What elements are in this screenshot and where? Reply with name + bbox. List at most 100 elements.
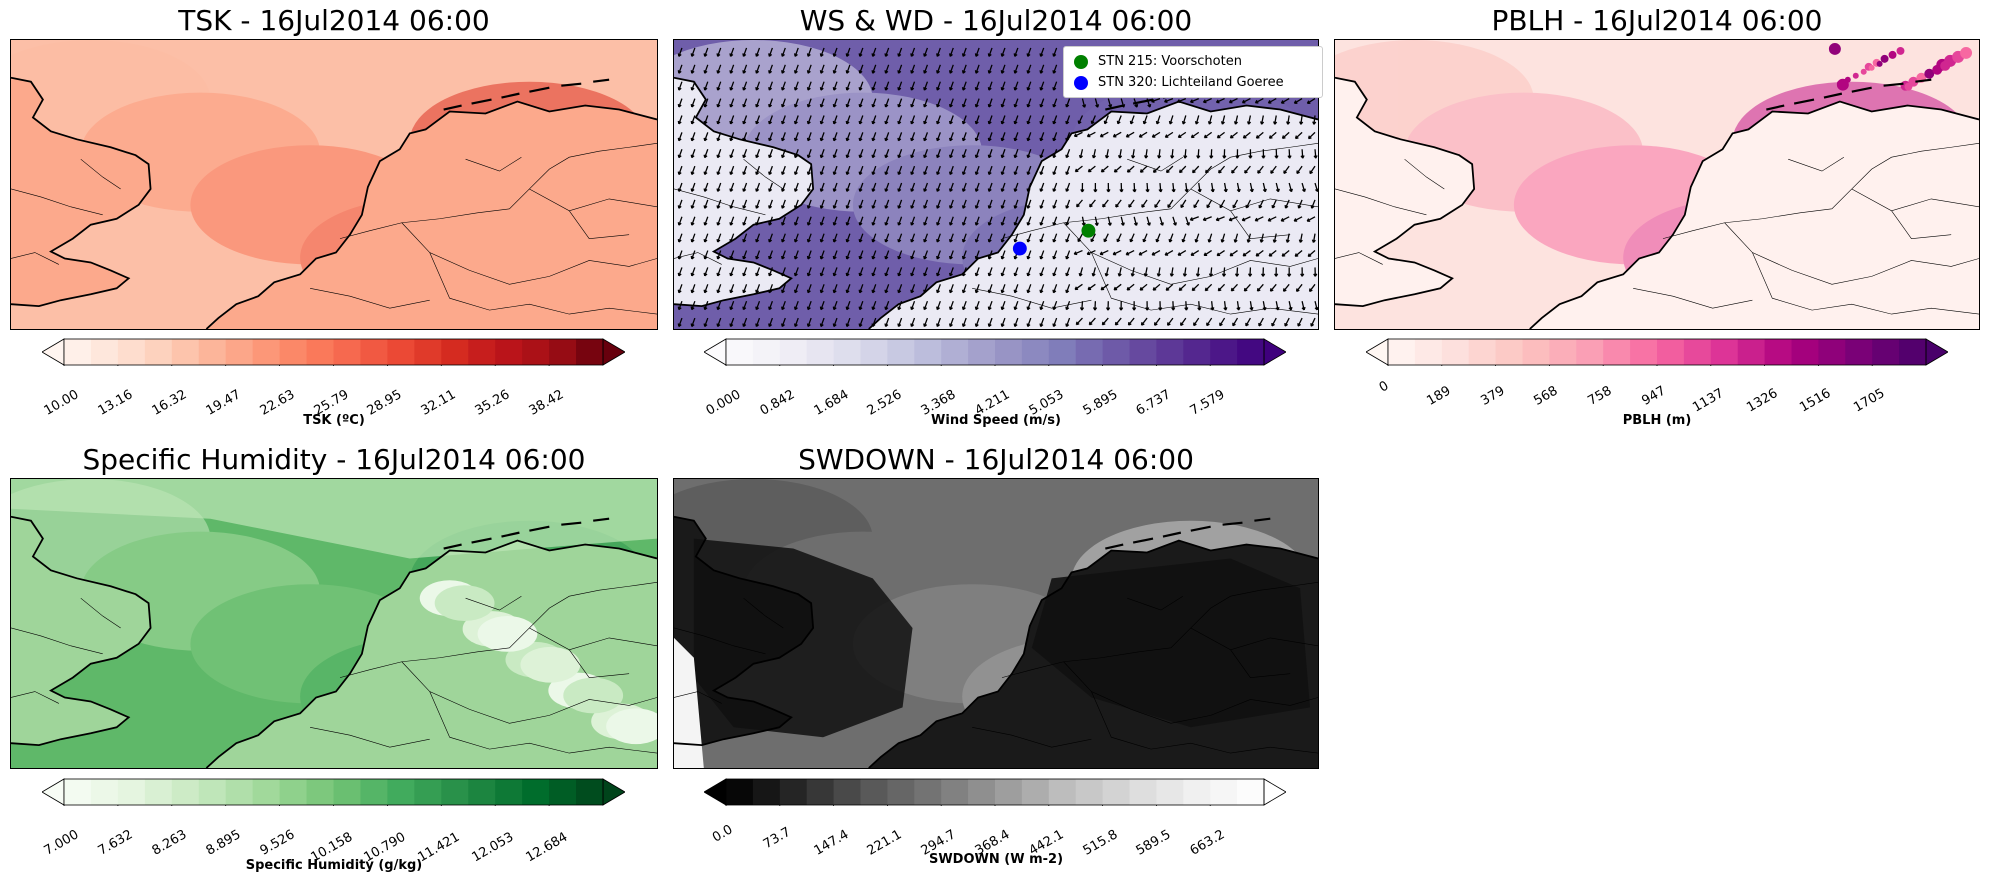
wind-arrow: [1052, 300, 1058, 310]
wind-arrow-head: [1065, 323, 1070, 327]
wind-arrow-head: [1299, 121, 1304, 125]
wind-arrow-head: [936, 289, 941, 294]
wind-arrow: [1127, 165, 1135, 173]
wind-arrow: [807, 233, 812, 243]
wind-arrow: [923, 115, 929, 125]
wind-arrow-head: [1141, 204, 1145, 208]
wind-arrow-head: [1310, 323, 1315, 327]
wind-arrow: [1027, 233, 1032, 243]
wind-arrow: [1241, 216, 1251, 222]
wind-arrow: [1203, 98, 1212, 103]
wind-arrow-head: [1091, 273, 1096, 277]
wind-arrow: [1091, 115, 1096, 124]
wind-arrow-head: [1261, 273, 1266, 277]
wind-arrow: [717, 98, 722, 108]
wind-arrow-head: [936, 323, 941, 327]
wind-arrow: [1107, 98, 1112, 108]
wind-arrow: [885, 132, 890, 141]
wind-arrow-head: [1220, 121, 1225, 125]
wind-arrow-head: [1202, 217, 1207, 222]
wind-arrow-head: [1000, 103, 1005, 108]
wind-arrow-head: [729, 306, 734, 311]
wind-arrow-head: [1117, 155, 1123, 159]
wind-arrow: [936, 267, 941, 277]
wind-arrow: [910, 165, 916, 175]
wind-arrow: [1208, 233, 1213, 243]
wind-arrow-head: [987, 103, 992, 108]
wind-arrow-head: [923, 87, 928, 91]
wind-arrow: [846, 250, 851, 260]
colorbar-bin: [171, 779, 200, 805]
wind-arrow: [1178, 283, 1187, 291]
wind-arrow: [897, 81, 903, 91]
colorbar-canvas: [41, 338, 626, 369]
wind-arrow: [962, 250, 967, 260]
wind-arrow: [1001, 199, 1006, 209]
colorbar-canvas: [703, 778, 1287, 809]
wind-arrow: [742, 317, 748, 327]
wind-arrow-head: [910, 120, 915, 125]
field-patch: [563, 677, 624, 714]
wind-arrow: [794, 267, 799, 277]
wind-arrow: [859, 199, 864, 209]
wind-arrow: [1313, 115, 1316, 125]
wind-arrow: [1211, 182, 1214, 192]
wind-arrow-head: [884, 222, 889, 226]
wind-arrow-head: [923, 205, 928, 209]
wind-arrow: [1027, 250, 1032, 260]
wind-arrow: [768, 199, 773, 209]
wind-arrow-head: [858, 87, 863, 91]
wind-arrow-head: [936, 154, 941, 159]
wind-arrow: [1040, 149, 1045, 158]
wind-arrow: [1256, 131, 1264, 139]
wind-arrow-head: [1270, 170, 1274, 174]
field-speck: [1896, 46, 1905, 55]
wind-arrow: [1192, 165, 1200, 174]
clear-sky: [674, 637, 704, 768]
wind-arrow-head: [703, 222, 708, 226]
wind-arrow-head: [1013, 188, 1018, 192]
wind-arrow: [742, 199, 748, 209]
wind-arrow-head: [755, 120, 760, 125]
wind-arrow: [1001, 250, 1006, 260]
wind-arrow: [1027, 165, 1032, 175]
wind-arrow-head: [1133, 222, 1138, 226]
wind-arrow: [962, 300, 967, 310]
wind-arrow-head: [1197, 188, 1202, 193]
colorbar-bin: [1549, 339, 1577, 365]
wind-arrow: [846, 317, 851, 327]
wind-arrow: [742, 250, 748, 260]
colorbar-bin: [1183, 779, 1211, 805]
wind-arrow: [794, 47, 799, 57]
wind-arrow-head: [961, 171, 966, 176]
wind-arrow: [885, 284, 890, 293]
wind-arrow-head: [1139, 287, 1144, 291]
wind-arrow: [833, 149, 838, 158]
wind-arrow-head: [781, 222, 785, 226]
wind-arrow: [807, 149, 812, 158]
wind-arrow-head: [1217, 287, 1222, 292]
colorbar-bin: [914, 339, 942, 365]
wind-arrow-head: [1244, 170, 1248, 174]
wind-arrow-head: [1261, 155, 1266, 159]
wind-arrow: [678, 233, 683, 243]
wind-arrow: [1191, 131, 1200, 139]
wind-arrow: [846, 267, 851, 277]
wind-arrow-head: [716, 272, 721, 277]
wind-arrow: [1014, 81, 1019, 91]
wind-arrow-head: [806, 255, 811, 260]
wind-arrow-head: [1233, 239, 1238, 243]
wind-arrow: [820, 199, 825, 209]
wind-arrow: [729, 165, 735, 175]
wind-arrow-head: [793, 289, 798, 294]
wind-arrow: [1079, 149, 1084, 159]
colorbar-bin: [1791, 339, 1819, 365]
wind-arrow-head: [1000, 222, 1005, 226]
wind-arrow-head: [690, 53, 695, 57]
wind-arrow-head: [793, 272, 798, 277]
coastline-uk: [674, 76, 815, 308]
admin-borders: [11, 581, 657, 754]
wind-arrow: [975, 233, 980, 243]
wind-arrow-head: [742, 53, 747, 57]
wind-arrow-head: [1258, 322, 1262, 327]
